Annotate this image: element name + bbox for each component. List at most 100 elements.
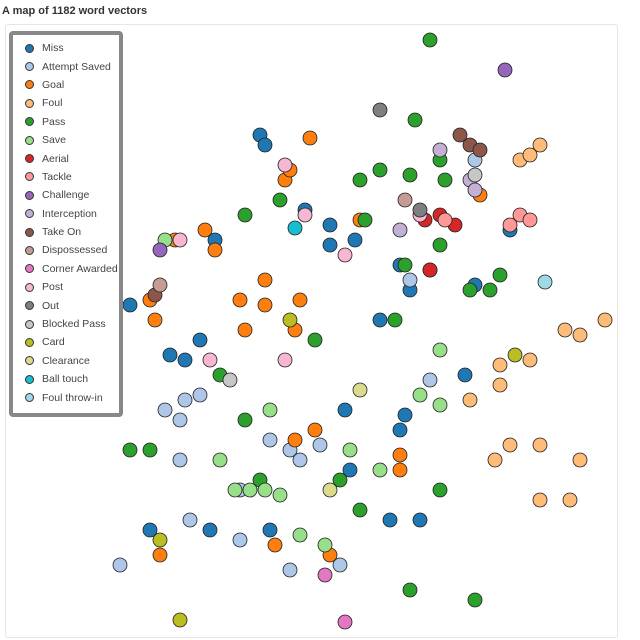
- point-foul-throw-in[interactable]: [537, 274, 553, 290]
- point-foul[interactable]: [572, 452, 588, 468]
- point-miss[interactable]: [392, 422, 408, 438]
- legend-item[interactable]: Tackle: [13, 168, 119, 186]
- point-foul[interactable]: [557, 322, 573, 338]
- point-save[interactable]: [272, 487, 288, 503]
- point-miss[interactable]: [202, 522, 218, 538]
- point-card[interactable]: [172, 612, 188, 628]
- point-goal[interactable]: [207, 242, 223, 258]
- point-attempt-saved[interactable]: [112, 557, 128, 573]
- point-save[interactable]: [212, 452, 228, 468]
- legend-item[interactable]: Foul: [13, 94, 119, 112]
- point-miss[interactable]: [322, 237, 338, 253]
- point-pass[interactable]: [387, 312, 403, 328]
- legend-item[interactable]: Post: [13, 278, 119, 296]
- point-miss[interactable]: [337, 402, 353, 418]
- point-pass[interactable]: [122, 442, 138, 458]
- point-pass[interactable]: [397, 257, 413, 273]
- point-save[interactable]: [432, 342, 448, 358]
- point-tackle[interactable]: [437, 212, 453, 228]
- point-attempt-saved[interactable]: [292, 452, 308, 468]
- point-pass[interactable]: [462, 282, 478, 298]
- legend-item[interactable]: Miss: [13, 39, 119, 57]
- point-out[interactable]: [412, 202, 428, 218]
- point-foul[interactable]: [597, 312, 613, 328]
- point-post[interactable]: [277, 157, 293, 173]
- point-attempt-saved[interactable]: [262, 432, 278, 448]
- point-attempt-saved[interactable]: [177, 392, 193, 408]
- legend-item[interactable]: Aerial: [13, 149, 119, 167]
- point-goal[interactable]: [237, 322, 253, 338]
- point-challenge[interactable]: [497, 62, 513, 78]
- legend-item[interactable]: Take On: [13, 223, 119, 241]
- point-clearance[interactable]: [322, 482, 338, 498]
- point-take-on[interactable]: [472, 142, 488, 158]
- point-goal[interactable]: [257, 272, 273, 288]
- point-miss[interactable]: [342, 462, 358, 478]
- point-pass[interactable]: [237, 412, 253, 428]
- legend-item[interactable]: Foul throw-in: [13, 388, 119, 406]
- point-foul[interactable]: [572, 327, 588, 343]
- point-post[interactable]: [277, 352, 293, 368]
- point-attempt-saved[interactable]: [192, 387, 208, 403]
- point-pass[interactable]: [272, 192, 288, 208]
- point-foul[interactable]: [492, 377, 508, 393]
- point-goal[interactable]: [152, 547, 168, 563]
- point-save[interactable]: [292, 527, 308, 543]
- point-card[interactable]: [507, 347, 523, 363]
- point-pass[interactable]: [437, 172, 453, 188]
- point-miss[interactable]: [397, 407, 413, 423]
- point-ball-touch[interactable]: [287, 220, 303, 236]
- point-pass[interactable]: [352, 502, 368, 518]
- point-attempt-saved[interactable]: [182, 512, 198, 528]
- point-miss[interactable]: [347, 232, 363, 248]
- point-goal[interactable]: [147, 312, 163, 328]
- point-pass[interactable]: [422, 32, 438, 48]
- point-attempt-saved[interactable]: [232, 532, 248, 548]
- point-interception[interactable]: [392, 222, 408, 238]
- point-aerial[interactable]: [422, 262, 438, 278]
- point-foul[interactable]: [492, 357, 508, 373]
- point-pass[interactable]: [402, 582, 418, 598]
- point-foul[interactable]: [487, 452, 503, 468]
- point-save[interactable]: [432, 397, 448, 413]
- point-card[interactable]: [152, 532, 168, 548]
- point-take-on[interactable]: [452, 127, 468, 143]
- point-save[interactable]: [412, 387, 428, 403]
- legend-item[interactable]: Ball touch: [13, 370, 119, 388]
- point-clearance[interactable]: [352, 382, 368, 398]
- point-goal[interactable]: [257, 297, 273, 313]
- point-attempt-saved[interactable]: [312, 437, 328, 453]
- point-goal[interactable]: [292, 292, 308, 308]
- point-foul[interactable]: [522, 147, 538, 163]
- point-miss[interactable]: [257, 137, 273, 153]
- point-pass[interactable]: [357, 212, 373, 228]
- point-foul[interactable]: [532, 437, 548, 453]
- point-save[interactable]: [262, 402, 278, 418]
- point-pass[interactable]: [142, 442, 158, 458]
- point-miss[interactable]: [457, 367, 473, 383]
- point-save[interactable]: [257, 482, 273, 498]
- point-card[interactable]: [282, 312, 298, 328]
- legend-item[interactable]: Clearance: [13, 352, 119, 370]
- point-foul[interactable]: [522, 352, 538, 368]
- point-pass[interactable]: [432, 237, 448, 253]
- point-foul[interactable]: [532, 492, 548, 508]
- point-goal[interactable]: [307, 422, 323, 438]
- point-save[interactable]: [317, 537, 333, 553]
- point-goal[interactable]: [392, 462, 408, 478]
- point-pass[interactable]: [352, 172, 368, 188]
- point-corner-awarded[interactable]: [317, 567, 333, 583]
- point-foul[interactable]: [532, 137, 548, 153]
- point-miss[interactable]: [177, 352, 193, 368]
- point-attempt-saved[interactable]: [282, 562, 298, 578]
- point-challenge[interactable]: [152, 242, 168, 258]
- point-interception[interactable]: [432, 142, 448, 158]
- legend-item[interactable]: Challenge: [13, 186, 119, 204]
- point-pass[interactable]: [482, 282, 498, 298]
- point-dispossessed[interactable]: [152, 277, 168, 293]
- point-save[interactable]: [342, 442, 358, 458]
- point-post[interactable]: [337, 247, 353, 263]
- point-pass[interactable]: [307, 332, 323, 348]
- point-foul[interactable]: [462, 392, 478, 408]
- point-pass[interactable]: [402, 167, 418, 183]
